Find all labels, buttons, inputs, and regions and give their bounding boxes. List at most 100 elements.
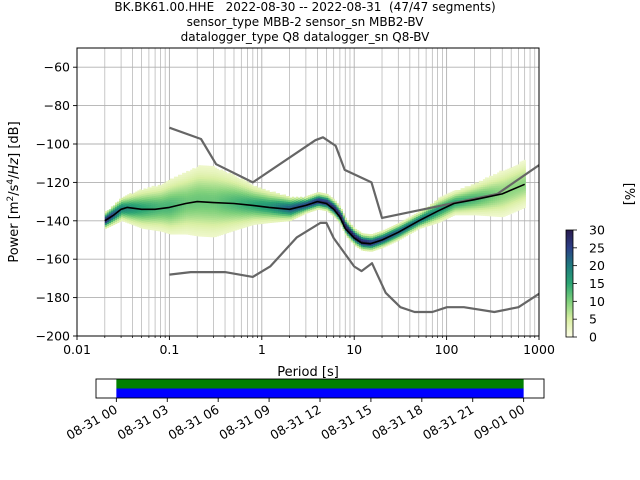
histogram-cell <box>194 220 197 223</box>
histogram-cell <box>257 220 260 223</box>
histogram-cell <box>356 235 360 239</box>
histogram-cell <box>228 209 232 212</box>
histogram-cell <box>222 197 226 200</box>
histogram-cell <box>454 207 457 210</box>
histogram-cell <box>442 210 445 214</box>
histogram-cell <box>147 206 150 209</box>
histogram-cell <box>192 171 195 175</box>
histogram-cell <box>222 178 226 181</box>
histogram-cell <box>216 176 219 179</box>
histogram-cell <box>358 239 362 242</box>
histogram-cell <box>249 183 252 186</box>
histogram-cell <box>499 180 502 183</box>
histogram-cell <box>238 223 242 226</box>
histogram-cell <box>202 182 205 185</box>
histogram-cell <box>259 218 262 221</box>
histogram-cell <box>153 214 156 218</box>
histogram-cell <box>169 180 173 183</box>
histogram-cell <box>212 202 215 205</box>
histogram-cell <box>509 167 512 171</box>
histogram-cell <box>271 195 274 198</box>
histogram-cell <box>507 195 510 198</box>
x-tick-label: 1 <box>258 342 266 357</box>
histogram-cell <box>446 214 449 218</box>
histogram-cell <box>206 229 209 232</box>
histogram-cell <box>521 177 524 181</box>
histogram-cell <box>521 168 524 171</box>
histogram-cell <box>212 189 215 192</box>
histogram-cell <box>155 213 158 216</box>
histogram-cell <box>255 191 258 194</box>
histogram-cell <box>198 182 201 185</box>
histogram-cell <box>442 216 445 219</box>
histogram-cell <box>263 221 266 224</box>
histogram-cell <box>104 213 108 216</box>
histogram-cell <box>472 199 476 202</box>
histogram-cell <box>121 213 124 216</box>
histogram-cell <box>171 213 175 216</box>
histogram-cell <box>495 195 498 198</box>
histogram-cell <box>291 198 295 201</box>
histogram-cell <box>328 199 331 202</box>
histogram-cell <box>472 192 476 195</box>
histogram-cell <box>310 200 313 203</box>
histogram-cell <box>123 206 126 209</box>
histogram-cell <box>273 201 276 204</box>
histogram-cell <box>121 201 124 204</box>
histogram-cell <box>218 220 221 223</box>
histogram-cell <box>330 199 333 202</box>
histogram-cell <box>403 233 406 236</box>
histogram-cell <box>177 193 181 197</box>
histogram-cell <box>407 223 411 226</box>
histogram-cell <box>362 244 366 248</box>
histogram-cell <box>165 219 169 222</box>
histogram-cell <box>198 230 201 233</box>
histogram-cell <box>145 227 148 230</box>
histogram-cell <box>507 174 510 177</box>
histogram-cell <box>184 222 187 225</box>
histogram-cell <box>230 225 234 228</box>
histogram-cell <box>434 202 437 205</box>
histogram-cell <box>232 184 236 187</box>
histogram-cell <box>415 216 419 219</box>
histogram-cell <box>320 204 323 207</box>
histogram-cell <box>312 205 315 208</box>
histogram-cell <box>346 231 350 235</box>
histogram-cell <box>161 226 165 229</box>
histogram-cell <box>208 209 211 213</box>
histogram-cell <box>206 227 209 230</box>
histogram-cell <box>212 171 215 175</box>
histogram-cell <box>507 199 510 202</box>
histogram-cell <box>234 218 238 221</box>
histogram-cell <box>208 231 211 234</box>
histogram-cell <box>182 190 185 193</box>
histogram-cell <box>204 175 207 178</box>
histogram-cell <box>220 179 224 182</box>
histogram-cell <box>180 228 183 231</box>
histogram-cell <box>200 165 203 168</box>
histogram-cell <box>259 200 262 204</box>
histogram-cell <box>226 179 230 182</box>
histogram-cell <box>204 225 207 228</box>
histogram-cell <box>263 200 266 203</box>
histogram-cell <box>482 179 486 182</box>
histogram-cell <box>336 208 339 212</box>
histogram-cell <box>180 209 183 212</box>
histogram-cell <box>314 204 317 207</box>
histogram-cell <box>165 229 169 232</box>
histogram-cell <box>108 218 112 222</box>
histogram-cell <box>175 184 179 187</box>
histogram-cell <box>208 186 211 190</box>
histogram-cell <box>133 200 136 203</box>
histogram-cell <box>375 236 378 239</box>
histogram-cell <box>226 215 230 218</box>
histogram-cell <box>312 207 315 210</box>
histogram-cell <box>200 197 203 201</box>
histogram-cell <box>265 194 268 197</box>
histogram-cell <box>399 237 402 240</box>
histogram-cell <box>299 200 303 203</box>
histogram-cell <box>340 222 343 225</box>
histogram-cell <box>495 206 498 210</box>
histogram-cell <box>177 192 181 195</box>
histogram-cell <box>511 209 514 212</box>
